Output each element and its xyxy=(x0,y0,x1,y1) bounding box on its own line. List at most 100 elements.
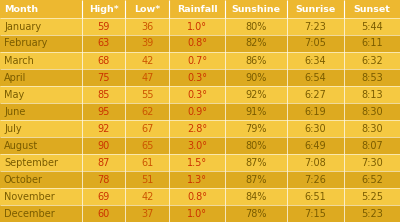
Text: 55: 55 xyxy=(141,89,154,99)
Text: 78: 78 xyxy=(98,174,110,184)
Text: 6:54: 6:54 xyxy=(304,73,326,83)
Text: August: August xyxy=(4,141,38,151)
Text: Rainfall: Rainfall xyxy=(177,4,218,14)
Text: 7:15: 7:15 xyxy=(304,208,326,218)
Bar xyxy=(0,120,400,137)
Bar xyxy=(0,103,400,120)
Text: 1.0°: 1.0° xyxy=(187,22,207,32)
Text: 90: 90 xyxy=(98,141,110,151)
Text: High*: High* xyxy=(89,4,118,14)
Text: 1.5°: 1.5° xyxy=(187,157,207,168)
Text: June: June xyxy=(4,107,25,117)
Text: 92%: 92% xyxy=(246,89,267,99)
Text: 8:07: 8:07 xyxy=(361,141,383,151)
Text: 51: 51 xyxy=(141,174,154,184)
Text: 68: 68 xyxy=(98,56,110,65)
Text: 42: 42 xyxy=(141,56,154,65)
Text: May: May xyxy=(4,89,24,99)
Text: November: November xyxy=(4,192,55,202)
Text: 6:30: 6:30 xyxy=(305,123,326,133)
Text: 7:26: 7:26 xyxy=(304,174,326,184)
Text: 87: 87 xyxy=(98,157,110,168)
Text: 0.8°: 0.8° xyxy=(187,38,207,48)
Text: July: July xyxy=(4,123,22,133)
Text: 5:23: 5:23 xyxy=(361,208,383,218)
Bar xyxy=(0,69,400,86)
Text: 0.7°: 0.7° xyxy=(187,56,207,65)
Text: 47: 47 xyxy=(141,73,154,83)
Text: 1.3°: 1.3° xyxy=(187,174,207,184)
Bar xyxy=(0,35,400,52)
Text: 7:08: 7:08 xyxy=(304,157,326,168)
Text: 2.8°: 2.8° xyxy=(187,123,207,133)
Text: 84%: 84% xyxy=(246,192,267,202)
Bar xyxy=(0,171,400,188)
Text: 86%: 86% xyxy=(246,56,267,65)
Text: 91%: 91% xyxy=(246,107,267,117)
Text: 87%: 87% xyxy=(246,174,267,184)
Text: 8:53: 8:53 xyxy=(361,73,383,83)
Text: 79%: 79% xyxy=(246,123,267,133)
Text: 80%: 80% xyxy=(246,141,267,151)
Text: February: February xyxy=(4,38,47,48)
Text: March: March xyxy=(4,56,34,65)
Text: 0.8°: 0.8° xyxy=(187,192,207,202)
Text: 6:27: 6:27 xyxy=(304,89,326,99)
Text: 39: 39 xyxy=(141,38,153,48)
Bar xyxy=(0,205,400,222)
Text: 69: 69 xyxy=(98,192,110,202)
Text: September: September xyxy=(4,157,58,168)
Text: 62: 62 xyxy=(141,107,154,117)
Bar xyxy=(0,18,400,35)
Text: 6:19: 6:19 xyxy=(305,107,326,117)
Bar xyxy=(0,52,400,69)
Bar xyxy=(0,188,400,205)
Text: December: December xyxy=(4,208,55,218)
Text: 95: 95 xyxy=(98,107,110,117)
Text: 3.0°: 3.0° xyxy=(187,141,207,151)
Text: 37: 37 xyxy=(141,208,154,218)
Text: 7:30: 7:30 xyxy=(361,157,383,168)
Text: 6:52: 6:52 xyxy=(361,174,383,184)
Text: 6:51: 6:51 xyxy=(304,192,326,202)
Bar xyxy=(0,86,400,103)
Text: 87%: 87% xyxy=(246,157,267,168)
Text: 59: 59 xyxy=(98,22,110,32)
Text: January: January xyxy=(4,22,41,32)
Text: 6:49: 6:49 xyxy=(305,141,326,151)
Text: 36: 36 xyxy=(141,22,153,32)
Text: Sunshine: Sunshine xyxy=(232,4,281,14)
Text: October: October xyxy=(4,174,43,184)
Text: 63: 63 xyxy=(98,38,110,48)
Text: 8:30: 8:30 xyxy=(361,123,383,133)
Text: 8:13: 8:13 xyxy=(361,89,383,99)
Text: 6:34: 6:34 xyxy=(305,56,326,65)
Text: 61: 61 xyxy=(141,157,153,168)
Text: April: April xyxy=(4,73,26,83)
Text: 5:44: 5:44 xyxy=(361,22,383,32)
Text: 85: 85 xyxy=(98,89,110,99)
Bar xyxy=(0,154,400,171)
Text: 67: 67 xyxy=(141,123,154,133)
Text: Low*: Low* xyxy=(134,4,160,14)
Text: 7:05: 7:05 xyxy=(304,38,326,48)
Text: Sunrise: Sunrise xyxy=(295,4,336,14)
Text: 0.3°: 0.3° xyxy=(187,73,207,83)
Text: 0.3°: 0.3° xyxy=(187,89,207,99)
Text: 5:25: 5:25 xyxy=(361,192,383,202)
Text: 8:30: 8:30 xyxy=(361,107,383,117)
Bar xyxy=(0,137,400,154)
Text: 75: 75 xyxy=(97,73,110,83)
Text: 6:11: 6:11 xyxy=(361,38,383,48)
Text: 82%: 82% xyxy=(246,38,267,48)
Text: 80%: 80% xyxy=(246,22,267,32)
Text: 0.9°: 0.9° xyxy=(187,107,207,117)
Text: 6:32: 6:32 xyxy=(361,56,383,65)
Text: 65: 65 xyxy=(141,141,154,151)
Text: 42: 42 xyxy=(141,192,154,202)
Bar xyxy=(0,0,400,18)
Text: 1.0°: 1.0° xyxy=(187,208,207,218)
Text: 78%: 78% xyxy=(246,208,267,218)
Text: 7:23: 7:23 xyxy=(304,22,326,32)
Text: 60: 60 xyxy=(98,208,110,218)
